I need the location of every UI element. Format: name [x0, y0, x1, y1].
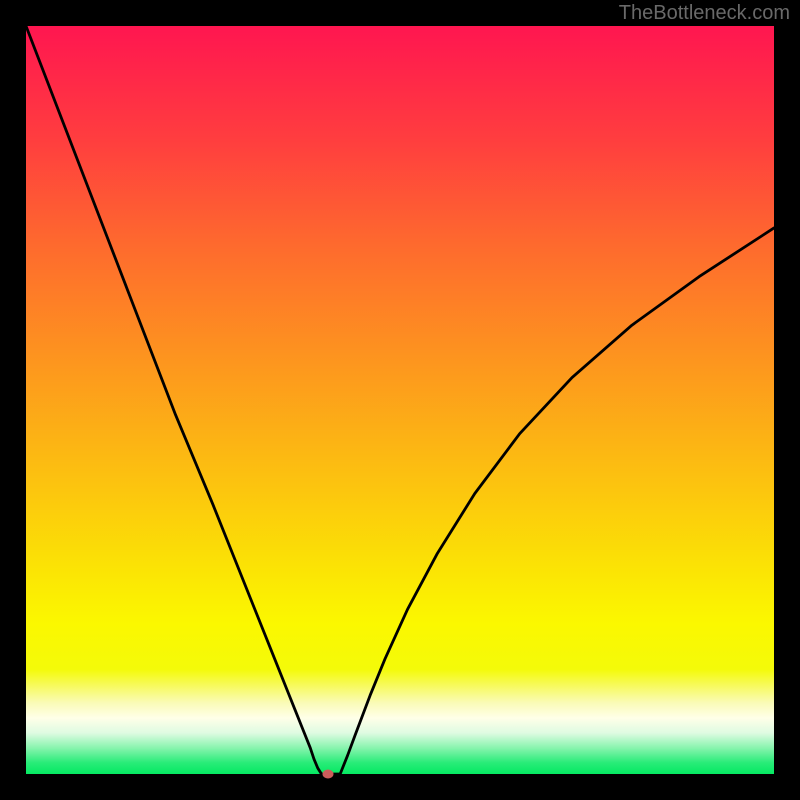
gradient-background — [26, 26, 774, 774]
watermark-text: TheBottleneck.com — [619, 2, 790, 25]
plot-area — [26, 26, 774, 774]
optimal-point-marker — [323, 770, 334, 779]
